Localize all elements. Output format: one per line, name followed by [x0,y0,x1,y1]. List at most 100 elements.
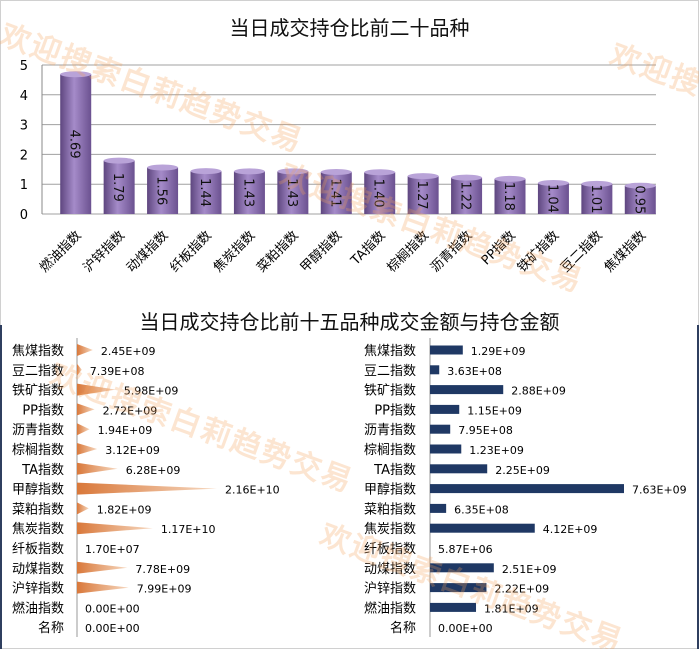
bar-top [624,182,656,189]
category-label: 沪锌指数 [364,581,416,597]
bar-top [451,174,483,181]
data-label: 1.44 [197,178,212,207]
category-label: 燃油指数 [12,600,64,616]
data-label: 1.41 [327,179,342,208]
bar [77,363,82,376]
bar [430,404,460,414]
x-tick-label: TA指数 [348,228,389,269]
bar-top [364,169,396,176]
data-label: 7.78E+09 [135,563,190,576]
data-label: 2.22E+09 [494,583,549,596]
category-label: 铁矿指数 [364,384,416,399]
data-label: 6.28E+09 [126,464,181,477]
bar [430,583,487,593]
x-tick-label: 焦炭指数 [211,228,258,275]
x-tick-label: 动煤指数 [124,228,171,275]
data-label: 6.35E+08 [454,503,509,516]
data-label: 1.15E+09 [467,404,522,417]
bar [430,385,504,395]
x-tick-label: 沥青指数 [428,228,475,275]
bar [233,171,265,214]
bar-top [147,164,179,171]
category-label: 焦炭指数 [364,522,416,537]
category-label: 豆二指数 [364,364,416,379]
bar [60,74,92,214]
bar [77,482,217,495]
bar [624,185,656,214]
x-tick-label: 甲醇指数 [297,228,345,276]
y-tick-label: 5 [20,59,28,74]
bar [77,344,93,356]
category-label: 菜粕指数 [12,502,64,517]
category-label: 动煤指数 [364,562,416,577]
bar [77,522,153,535]
bar [430,365,440,375]
category-label: 豆二指数 [12,364,64,379]
bar-top [494,175,526,182]
bar [430,464,488,474]
bar [77,443,98,455]
bar [407,176,439,214]
x-tick-label: 焦煤指数 [602,228,649,275]
bar-top [103,157,135,164]
data-label: 2.88E+09 [511,385,566,398]
bar-top [190,168,222,175]
bar [77,383,116,396]
bar-top [277,168,309,175]
data-label: 1.29E+09 [471,345,526,358]
data-label: 2.51E+09 [502,563,557,576]
bar [494,178,526,214]
category-label: 燃油指数 [364,600,416,616]
bar [537,183,569,214]
category-label: 棕榈指数 [364,443,416,458]
data-label: 1.81E+09 [484,602,539,615]
category-label: TA指数 [21,463,64,478]
bar [77,403,95,416]
data-label: 4.69 [67,130,82,159]
bar [430,484,624,494]
category-label: 动煤指数 [12,562,64,577]
bar [277,171,309,214]
bar-top [320,168,352,175]
bar [430,523,535,533]
bar-top [60,71,92,78]
data-label: 1.04 [544,184,559,213]
data-label: 7.99E+09 [137,583,192,596]
bar [77,581,129,594]
bar [103,160,135,214]
bar [430,345,463,355]
x-tick-label: 沪锌指数 [80,228,128,276]
category-label: 棕榈指数 [12,443,64,458]
y-tick-label: 2 [20,148,28,163]
data-label: 3.12E+09 [105,444,160,457]
data-label: 1.22 [458,181,473,210]
category-label: 名称 [390,620,416,636]
data-label: 0.00E+00 [438,622,493,635]
data-label: 1.18 [501,182,516,211]
category-label: 纤板指数 [364,542,416,557]
bottom-chart-title: 当日成交持仓比前十五品种成交金额与持仓金额 [139,310,560,334]
category-label: 菜粕指数 [364,502,416,517]
x-tick-label: PP指数 [479,228,519,268]
y-tick-label: 3 [20,119,28,134]
bar [430,503,447,513]
y-tick-label: 0 [20,208,28,223]
data-label: 2.16E+10 [225,484,280,497]
category-label: 铁矿指数 [12,384,64,399]
bar [430,602,477,612]
bar [320,171,352,214]
category-label: 名称 [38,620,64,636]
category-label: 焦煤指数 [12,344,64,359]
y-tick-label: 4 [20,89,28,104]
category-label: PP指数 [374,403,416,418]
bar [364,172,396,214]
category-label: 甲醇指数 [12,482,64,498]
data-label: 1.27 [414,181,429,210]
x-tick-label: 棕榈指数 [385,228,432,275]
data-label: 1.79 [110,173,125,202]
x-tick-label: 铁矿指数 [515,228,562,275]
bar [190,171,222,214]
data-label: 2.72E+09 [103,404,158,417]
data-label: 1.17E+10 [161,523,216,536]
